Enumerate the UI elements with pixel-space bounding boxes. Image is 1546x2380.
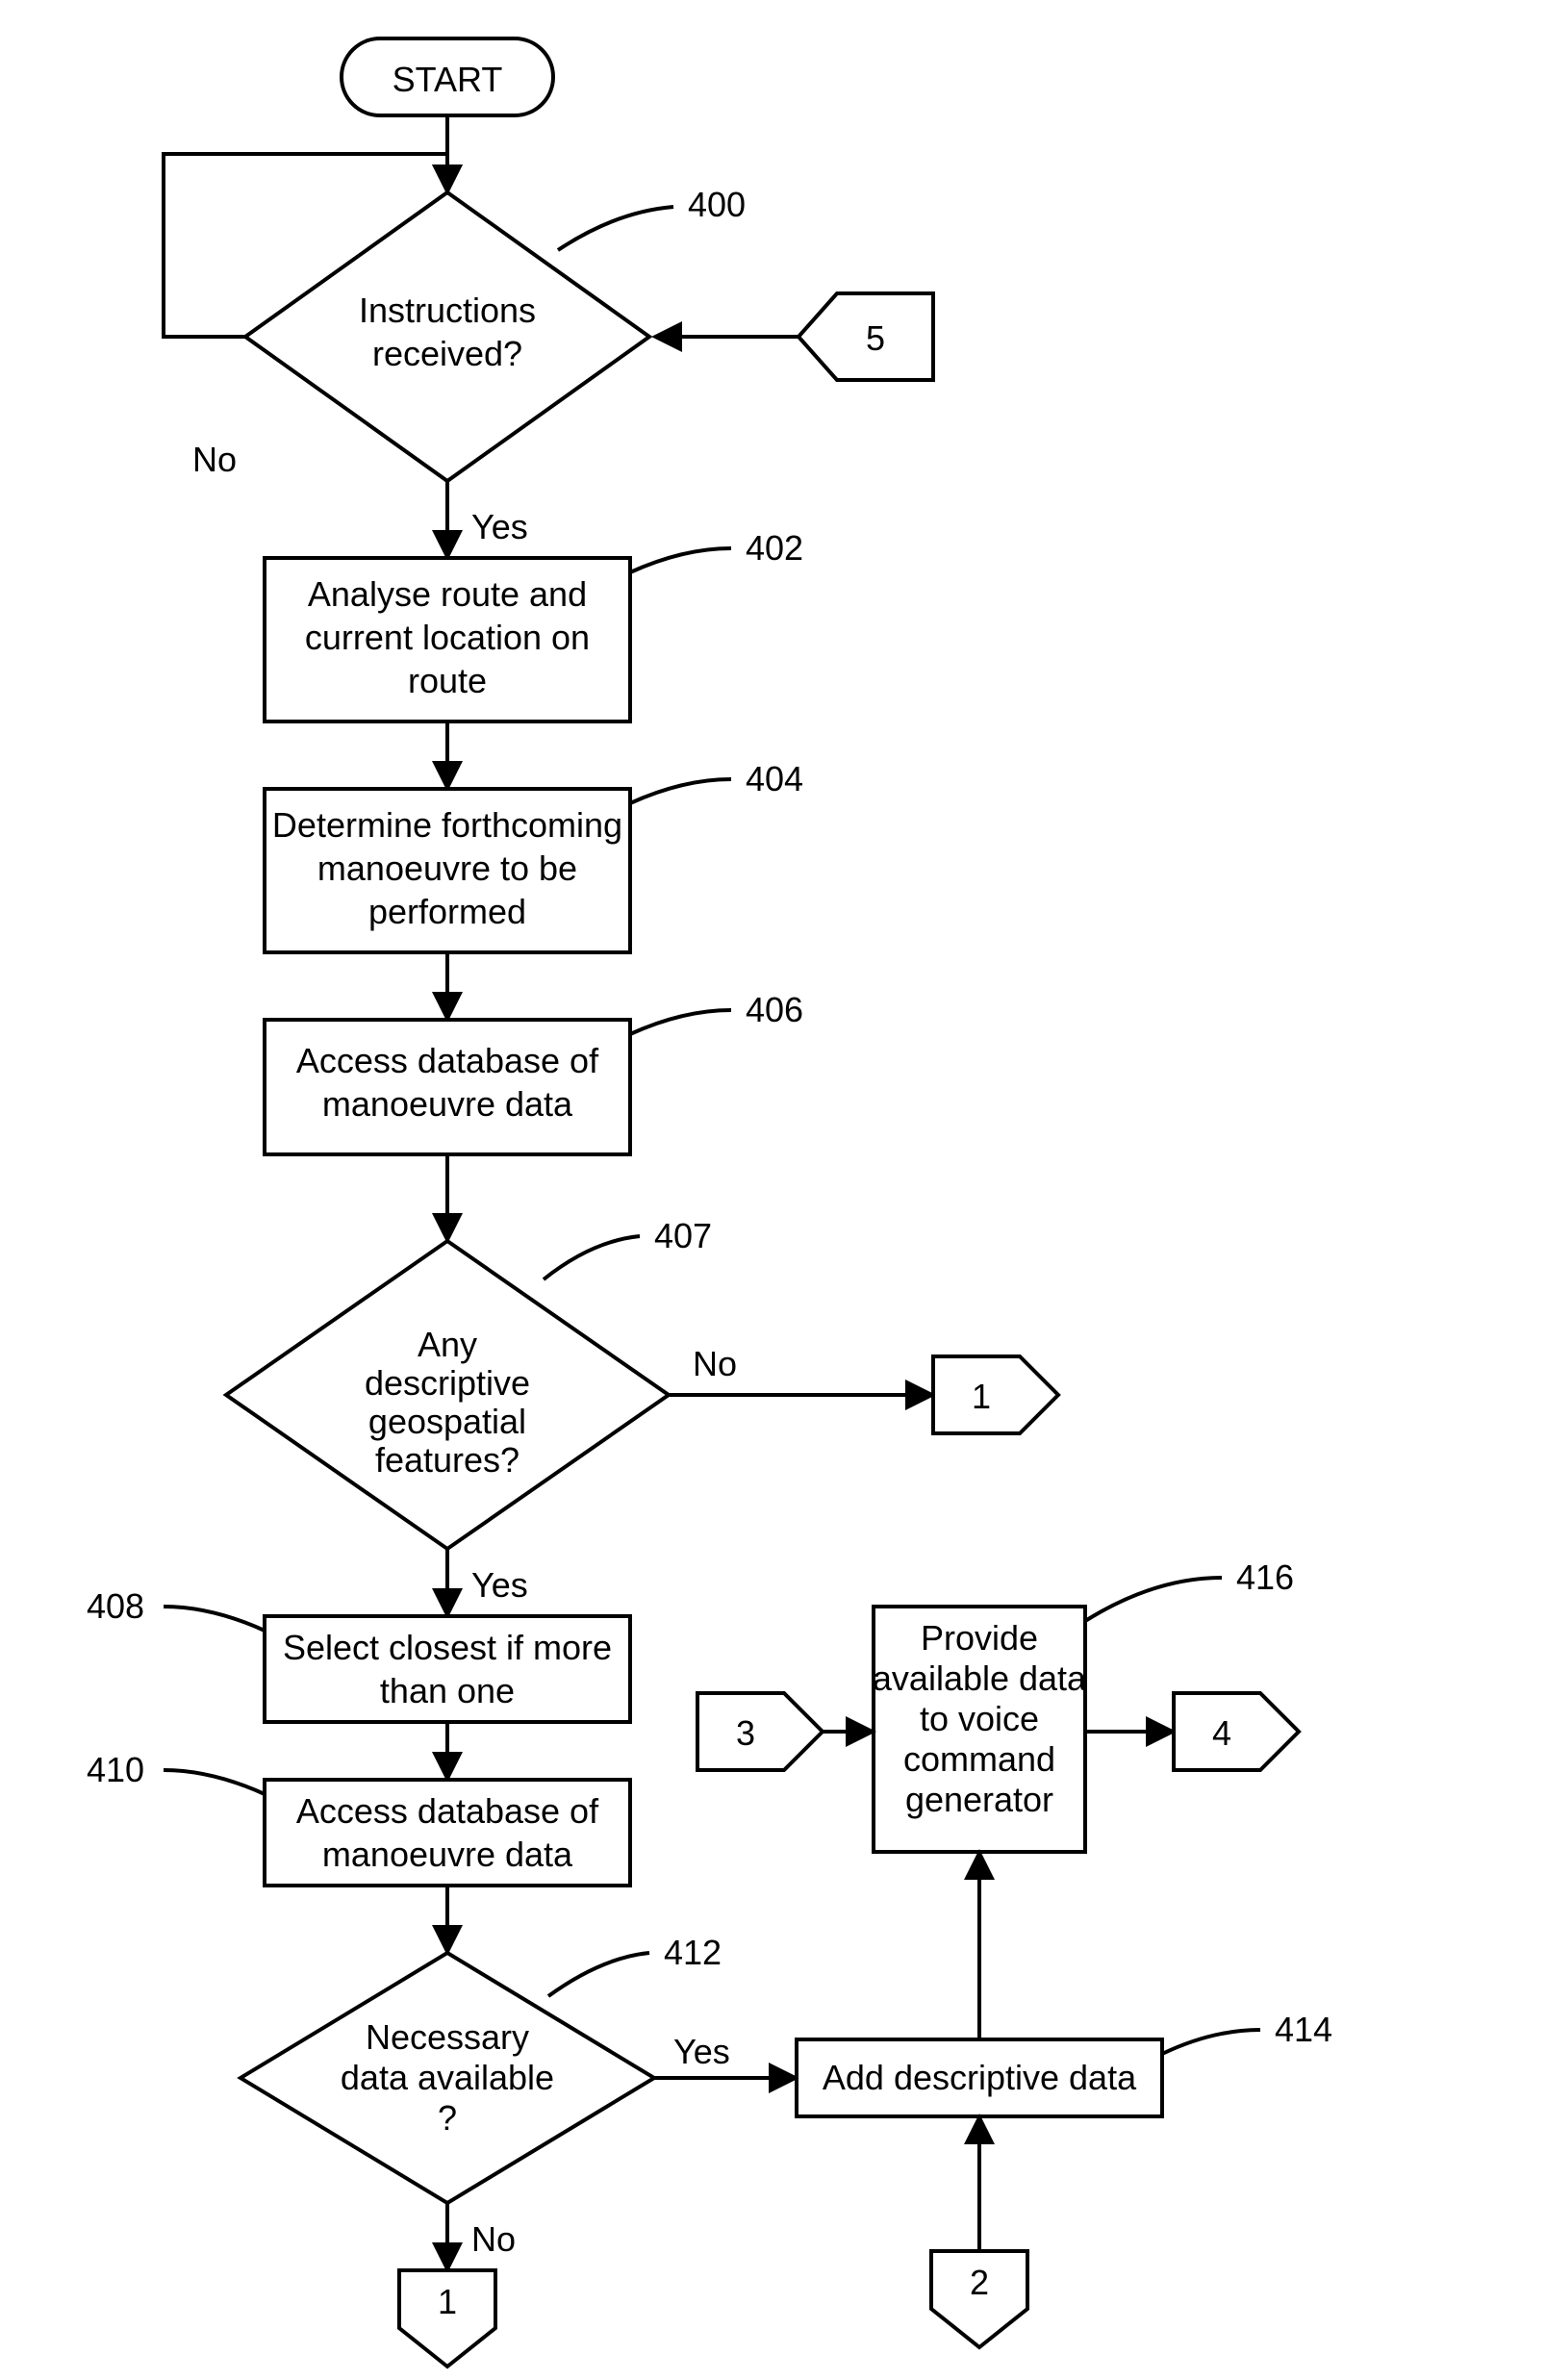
leader-416 <box>1085 1578 1222 1621</box>
node-b404-l2: manoeuvre to be <box>317 848 577 888</box>
label-d407-yes: Yes <box>471 1565 528 1605</box>
leader-410 <box>164 1770 265 1794</box>
connector-1-right-label: 1 <box>972 1377 991 1416</box>
connector-5-label: 5 <box>866 318 885 358</box>
connector-3-label: 3 <box>736 1713 755 1753</box>
node-b406-l1: Access database of <box>296 1041 599 1080</box>
label-d412-no: No <box>471 2219 516 2259</box>
ref-414: 414 <box>1275 2010 1332 2049</box>
ref-400: 400 <box>688 185 746 224</box>
ref-416: 416 <box>1236 1557 1294 1597</box>
label-d400-yes: Yes <box>471 507 528 546</box>
ref-407: 407 <box>654 1216 712 1255</box>
node-d412-l3: ? <box>438 2098 457 2138</box>
ref-402: 402 <box>746 528 803 568</box>
node-d400-line2: received? <box>372 334 522 373</box>
leader-404 <box>630 779 731 803</box>
leader-400 <box>558 207 673 250</box>
node-b410-l1: Access database of <box>296 1791 599 1831</box>
node-d400-line1: Instructions <box>359 291 536 330</box>
node-b416-l4: command <box>903 1739 1055 1779</box>
ref-412: 412 <box>664 1933 722 1972</box>
node-b416-l5: generator <box>905 1780 1053 1819</box>
leader-407 <box>544 1236 640 1279</box>
node-b416-l1: Provide <box>921 1618 1038 1658</box>
node-d407-l2: descriptive <box>365 1363 530 1403</box>
connector-4 <box>1174 1693 1299 1770</box>
label-d407-no: No <box>693 1344 737 1383</box>
connector-1-bottom-label: 1 <box>438 2282 457 2321</box>
connector-4-label: 4 <box>1212 1713 1231 1753</box>
node-b402-l3: route <box>408 661 487 700</box>
node-b410-l2: manoeuvre data <box>322 1835 573 1874</box>
connector-3 <box>697 1693 823 1770</box>
node-d412-l1: Necessary <box>366 2017 529 2057</box>
node-b416-l2: available data <box>873 1658 1087 1698</box>
leader-412 <box>548 1953 649 1996</box>
node-b402-l1: Analyse route and <box>308 574 587 614</box>
node-d407-l3: geospatial <box>368 1402 526 1441</box>
node-start-label: START <box>393 60 503 99</box>
leader-402 <box>630 548 731 572</box>
node-b402-l2: current location on <box>305 618 590 657</box>
ref-406: 406 <box>746 990 803 1029</box>
leader-406 <box>630 1010 731 1034</box>
connector-1-right <box>933 1356 1058 1433</box>
node-b414-l1: Add descriptive data <box>823 2058 1137 2097</box>
node-b408-l1: Select closest if more <box>283 1628 612 1667</box>
node-b404-l1: Determine forthcoming <box>272 805 622 845</box>
label-d400-no: No <box>192 440 237 479</box>
node-b404-l3: performed <box>368 892 526 931</box>
node-d407-l1: Any <box>418 1325 477 1364</box>
leader-408 <box>164 1607 265 1631</box>
node-d412-l2: data available <box>341 2058 554 2097</box>
node-d407-l4: features? <box>375 1440 520 1480</box>
leader-414 <box>1162 2030 1260 2054</box>
node-b416-l3: to voice <box>920 1699 1039 1738</box>
label-d412-yes: Yes <box>673 2032 730 2071</box>
ref-408: 408 <box>87 1586 144 1626</box>
node-b408-l2: than one <box>380 1671 515 1710</box>
ref-410: 410 <box>87 1750 144 1789</box>
ref-404: 404 <box>746 759 803 798</box>
connector-2-label: 2 <box>970 2263 989 2302</box>
node-b406-l2: manoeuvre data <box>322 1084 573 1124</box>
